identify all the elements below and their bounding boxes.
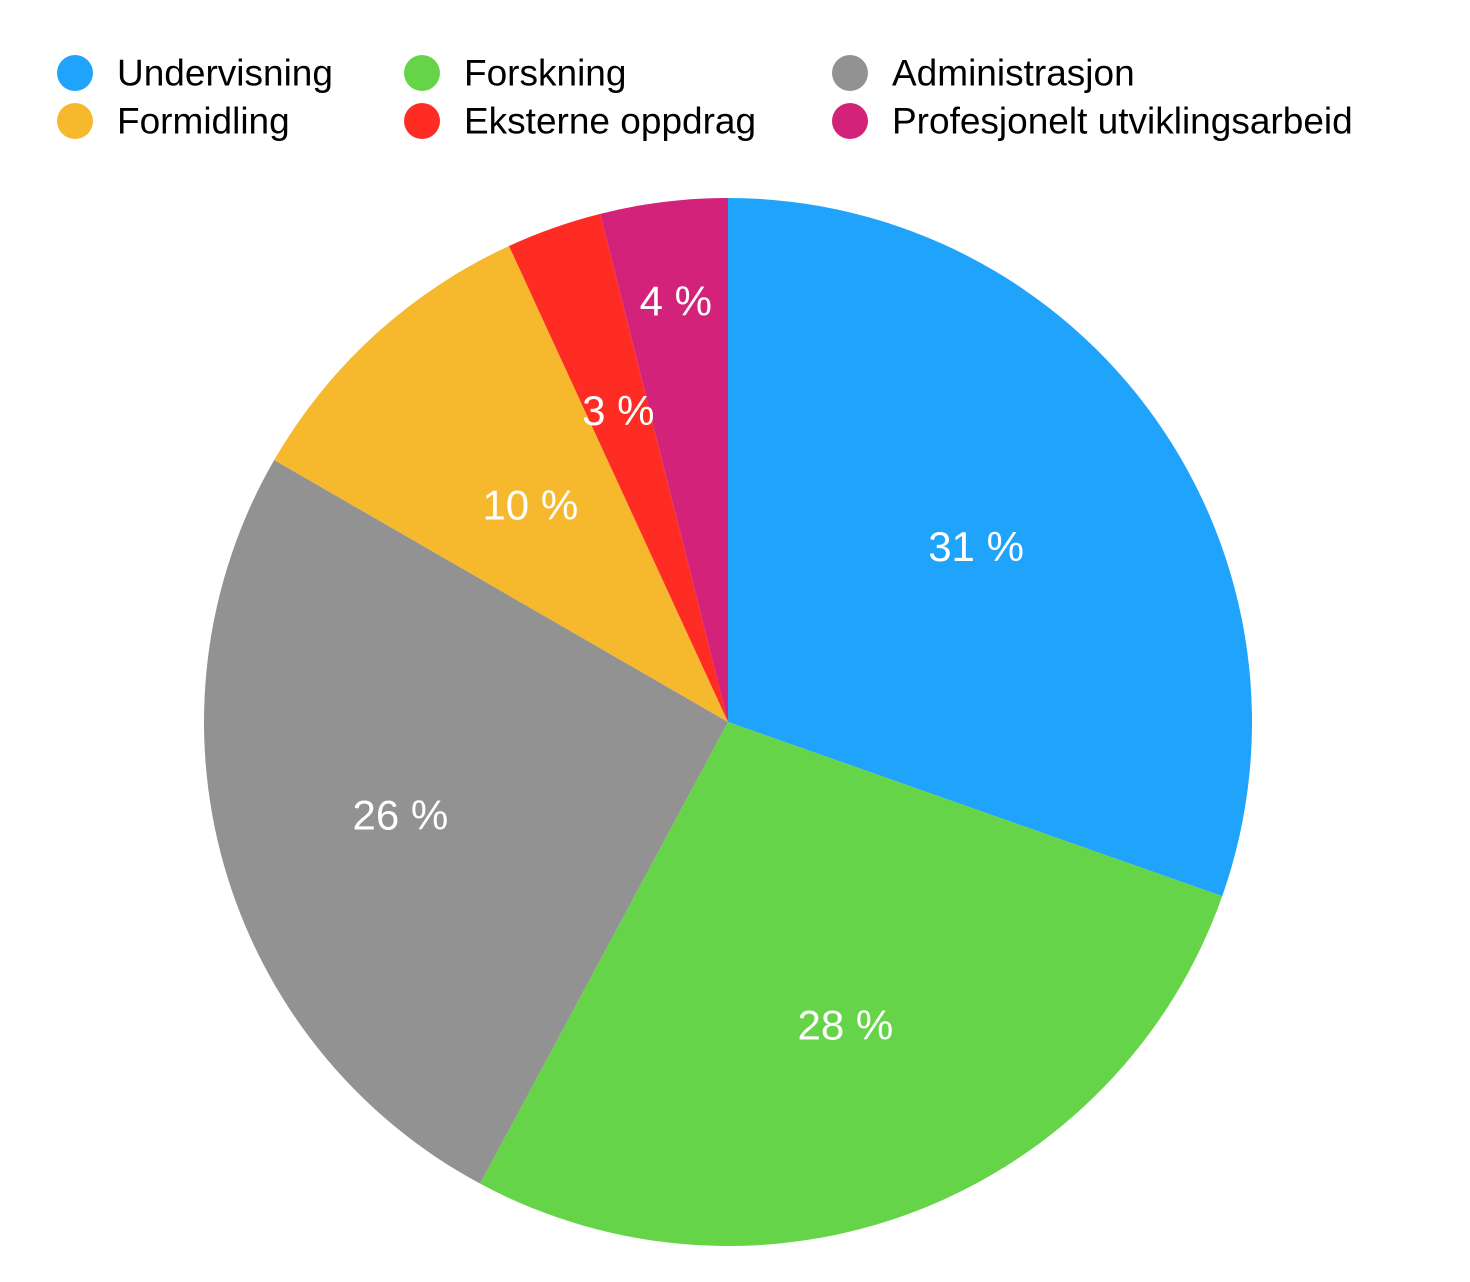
legend-label-profesjonelt-utviklingsarbeid: Profesjonelt utviklingsarbeid [892,101,1353,142]
pie-slice-administrasjon [204,460,728,1184]
pie-slices [204,198,1252,1246]
pie-slice-forskning [480,722,1223,1246]
pie-slice-label-eksterne-oppdrag: 3 % [582,387,654,434]
pie-slice-label-profesjonelt-utviklingsarbeid: 4 % [640,277,712,324]
legend-label-administrasjon: Administrasjon [892,53,1135,94]
pie-slice-formidling [274,245,728,722]
pie-slice-profesjonelt-utviklingsarbeid [600,198,728,722]
legend-label-forskning: Forskning [464,53,626,94]
pie-slice-labels: 31 % 28 % 26 % 10 % 3 % 4 % [353,277,1024,1048]
legend-swatch-eksterne-oppdrag [404,103,440,139]
pie-slice-undervisning [728,198,1252,897]
legend-label-undervisning: Undervisning [117,53,333,94]
legend-item-profesjonelt-utviklingsarbeid: Profesjonelt utviklingsarbeid [832,101,1353,142]
pie-slice-label-forskning: 28 % [797,1001,893,1048]
pie-slice-label-administrasjon: 26 % [353,792,449,839]
legend-swatch-profesjonelt-utviklingsarbeid [832,103,868,139]
legend-item-forskning: Forskning [404,53,626,94]
pie-slice-label-undervisning: 31 % [928,523,1024,570]
legend-item-eksterne-oppdrag: Eksterne oppdrag [404,101,756,142]
legend-swatch-undervisning [57,55,93,91]
legend-swatch-administrasjon [832,55,868,91]
legend-swatch-forskning [404,55,440,91]
legend-item-undervisning: Undervisning [57,53,333,94]
legend-swatch-formidling [57,103,93,139]
pie-slice-label-formidling: 10 % [482,482,578,529]
pie-slice-eksterne-oppdrag [508,213,728,722]
legend-item-administrasjon: Administrasjon [832,53,1135,94]
legend-item-formidling: Formidling [57,101,290,142]
legend-label-formidling: Formidling [117,101,290,142]
legend-label-eksterne-oppdrag: Eksterne oppdrag [464,101,756,142]
legend: Undervisning Forskning Administrasjon Formi… [57,53,1353,142]
